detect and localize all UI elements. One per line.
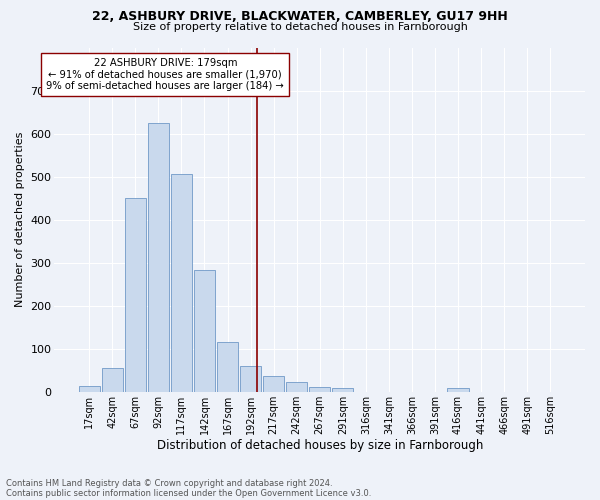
Bar [263, 376, 284, 392]
Bar [101, 368, 123, 392]
Bar [332, 388, 353, 392]
Bar [194, 270, 215, 392]
Bar [125, 198, 146, 392]
X-axis label: Distribution of detached houses by size in Farnborough: Distribution of detached houses by size … [157, 440, 483, 452]
Text: 22 ASHBURY DRIVE: 179sqm
← 91% of detached houses are smaller (1,970)
9% of semi: 22 ASHBURY DRIVE: 179sqm ← 91% of detach… [46, 58, 284, 92]
Text: 22, ASHBURY DRIVE, BLACKWATER, CAMBERLEY, GU17 9HH: 22, ASHBURY DRIVE, BLACKWATER, CAMBERLEY… [92, 10, 508, 23]
Text: Contains public sector information licensed under the Open Government Licence v3: Contains public sector information licen… [6, 488, 371, 498]
Bar [217, 342, 238, 392]
Bar [171, 174, 192, 392]
Text: Contains HM Land Registry data © Crown copyright and database right 2024.: Contains HM Land Registry data © Crown c… [6, 478, 332, 488]
Y-axis label: Number of detached properties: Number of detached properties [15, 132, 25, 308]
Text: Size of property relative to detached houses in Farnborough: Size of property relative to detached ho… [133, 22, 467, 32]
Bar [448, 388, 469, 392]
Bar [148, 123, 169, 392]
Bar [79, 386, 100, 392]
Bar [309, 388, 331, 392]
Bar [240, 366, 261, 392]
Bar [286, 382, 307, 392]
